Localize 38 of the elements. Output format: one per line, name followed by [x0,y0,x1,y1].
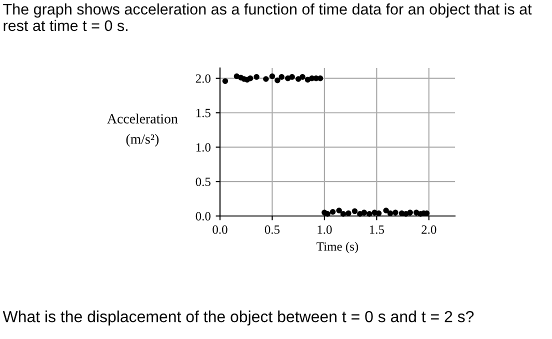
point [361,210,368,216]
point [407,210,413,216]
y-tick-label: 1.0 [196,143,210,152]
point [324,211,330,217]
y-tick-label: 0.5 [196,178,210,186]
point [300,74,306,80]
point [336,208,342,214]
x-tick-label: 1.0 [318,225,332,234]
point [269,73,276,80]
x-tick-label: 1.5 [370,225,384,234]
point [254,74,260,80]
point [295,76,302,82]
point [278,74,285,80]
y-axis-title: Acceleration (m/s²) [107,114,178,147]
point [289,74,295,80]
point [263,76,269,82]
point [340,211,346,217]
point [413,210,420,216]
point [392,210,398,216]
point [352,208,358,214]
point [357,211,363,217]
y-tick-label: 1.5 [196,108,210,118]
x-axis-title: Time (s) [316,242,358,254]
y-tick-label: 0.0 [196,212,210,221]
x-tick-label: 0.5 [264,225,280,234]
point [330,208,336,215]
point [247,75,254,82]
point [274,78,280,84]
point [403,211,409,217]
x-tick-label: 0.0 [212,225,228,234]
chart-title: The graph shows acceleration as a function of time data for an object that is at rest at time t = 0 s. [3,3,532,32]
point [366,211,372,217]
text: What is the displacement of the object between t = 0 s and t = 2 s? [2,310,474,326]
x-tick-label: 2.0 [422,225,436,234]
point [383,208,389,214]
point [285,75,291,82]
point [222,78,228,84]
y-tick-label: 2.0 [196,74,210,83]
